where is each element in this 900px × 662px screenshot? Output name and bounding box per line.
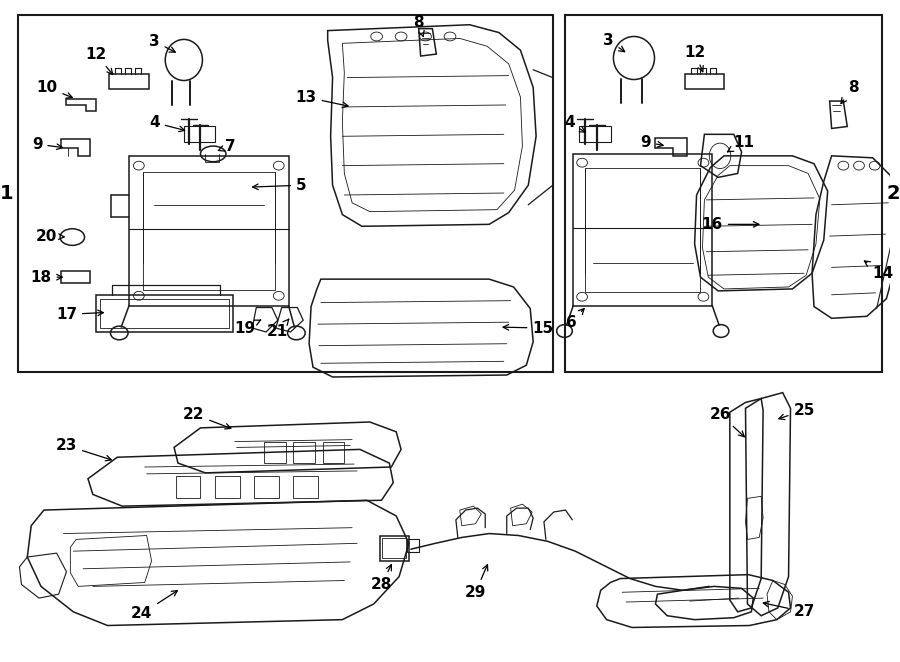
Text: 12: 12 bbox=[684, 44, 706, 71]
Text: 15: 15 bbox=[503, 320, 554, 336]
Text: 9: 9 bbox=[32, 136, 62, 152]
Text: 29: 29 bbox=[464, 565, 488, 600]
Text: 12: 12 bbox=[86, 46, 112, 74]
Text: 5: 5 bbox=[253, 177, 307, 193]
Text: 20: 20 bbox=[36, 228, 64, 244]
Text: 22: 22 bbox=[183, 406, 230, 429]
Text: 27: 27 bbox=[763, 601, 814, 620]
Text: 3: 3 bbox=[149, 34, 176, 52]
Text: 21: 21 bbox=[267, 319, 289, 340]
Text: 9: 9 bbox=[641, 134, 663, 150]
Text: 18: 18 bbox=[31, 269, 62, 285]
Text: 13: 13 bbox=[295, 89, 348, 108]
Text: 2: 2 bbox=[886, 184, 900, 203]
Text: 4: 4 bbox=[564, 115, 585, 132]
Text: 6: 6 bbox=[566, 308, 584, 330]
Text: 11: 11 bbox=[727, 134, 754, 152]
Text: 3: 3 bbox=[603, 33, 625, 52]
Text: 8: 8 bbox=[841, 80, 859, 103]
Text: 7: 7 bbox=[219, 138, 235, 154]
Text: 8: 8 bbox=[413, 15, 424, 36]
Text: 10: 10 bbox=[36, 80, 72, 98]
Text: 28: 28 bbox=[371, 565, 392, 592]
Text: 4: 4 bbox=[149, 115, 184, 132]
Text: 19: 19 bbox=[234, 320, 261, 336]
Text: 16: 16 bbox=[702, 217, 759, 232]
Text: 1: 1 bbox=[0, 184, 14, 203]
Text: 14: 14 bbox=[864, 261, 893, 281]
Text: 26: 26 bbox=[709, 406, 744, 437]
Text: 25: 25 bbox=[778, 402, 814, 420]
Text: 17: 17 bbox=[56, 307, 104, 322]
Text: 24: 24 bbox=[131, 591, 177, 621]
Text: 23: 23 bbox=[56, 438, 112, 461]
